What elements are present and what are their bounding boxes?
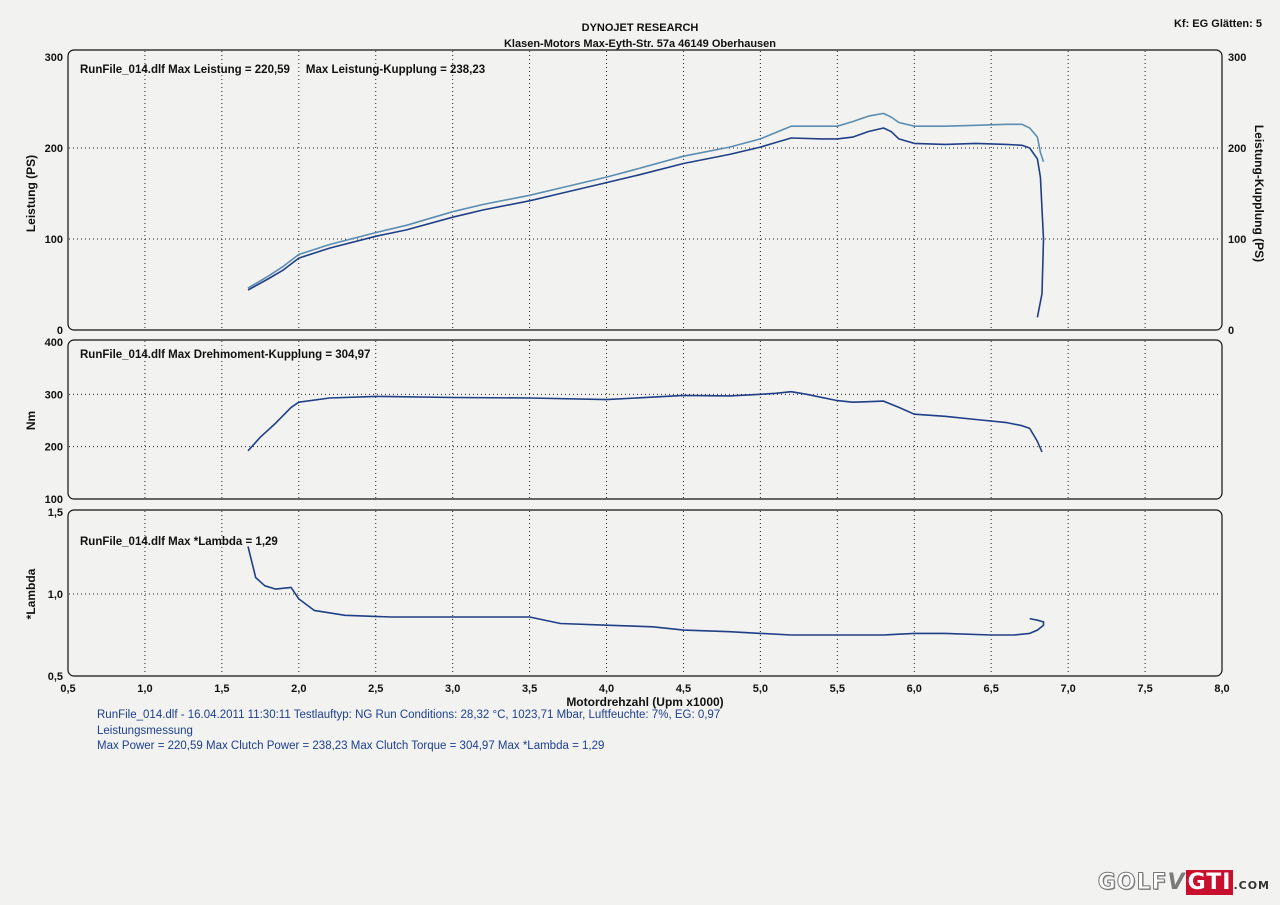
ytick-label: 400 xyxy=(45,337,63,349)
panel-frame-0 xyxy=(67,49,1223,331)
logo-com: .COM xyxy=(1233,879,1270,892)
ytick-label: 300 xyxy=(45,389,63,401)
ytick-label-right: 300 xyxy=(1228,52,1246,64)
ytick-label: 200 xyxy=(45,442,63,454)
ytick-label: 1,5 xyxy=(48,507,63,519)
logo-golf: GOLF xyxy=(1097,870,1168,896)
report-address: Klasen-Motors Max-Eyth-Str. 57a 46149 Ob… xyxy=(503,38,777,50)
xtick-label: 1,5 xyxy=(214,683,229,695)
xtick-label: 5,0 xyxy=(753,683,768,695)
ytick-label: 200 xyxy=(45,143,63,155)
ytick-label: 0 xyxy=(57,325,63,337)
xtick-label: 4,0 xyxy=(599,683,614,695)
ytick-label-right: 100 xyxy=(1228,234,1246,246)
logo-gti: GTI xyxy=(1185,870,1234,895)
ytick-label: 100 xyxy=(45,234,63,246)
panel-annotation: RunFile_014.dlf Max *Lambda = 1,29 xyxy=(80,536,278,548)
y-axis-label: Leistung (PS) xyxy=(24,155,38,232)
xtick-label: 6,5 xyxy=(984,683,999,695)
report-title: DYNOJET RESEARCH xyxy=(581,22,699,34)
xtick-label: 7,0 xyxy=(1060,683,1075,695)
ytick-label: 1,0 xyxy=(48,589,63,601)
xtick-label: 1,0 xyxy=(137,683,152,695)
run-info-line: RunFile_014.dlf - 16.04.2011 11:30:11 Te… xyxy=(97,709,721,721)
ytick-label: 300 xyxy=(45,52,63,64)
ytick-label-right: 200 xyxy=(1228,143,1246,155)
panel-frame-1 xyxy=(67,339,1223,500)
series-line-2-0 xyxy=(247,546,1045,636)
settings-label: Kf: EG Glätten: 5 xyxy=(1173,18,1262,30)
xtick-label: 7,5 xyxy=(1137,683,1152,695)
xtick-label: 2,0 xyxy=(291,683,306,695)
series-line-0-0 xyxy=(247,127,1045,318)
xtick-label: 0,5 xyxy=(60,683,75,695)
x-axis-label: Motordrehzahl (Upm x1000) xyxy=(566,695,723,709)
ytick-label: 0,5 xyxy=(48,671,63,683)
ytick-label: 100 xyxy=(45,494,63,506)
xtick-label: 6,0 xyxy=(907,683,922,695)
panel-annotation: RunFile_014.dlf Max Leistung = 220,59 Ma… xyxy=(80,64,485,76)
measurement-type: Leistungsmessung xyxy=(97,725,193,737)
xtick-label: 5,5 xyxy=(830,683,845,695)
ytick-label-right: 0 xyxy=(1228,325,1234,337)
series-line-0-1 xyxy=(247,112,1045,289)
y-axis-label: *Lambda xyxy=(24,568,38,619)
xtick-label: 4,5 xyxy=(676,683,691,695)
y-axis-label-right: Leistung-Kupplung (PS) xyxy=(1252,125,1266,262)
panel-frame-2 xyxy=(67,509,1223,677)
panel-annotation: RunFile_014.dlf Max Drehmoment-Kupplung … xyxy=(80,349,370,361)
max-values-line: Max Power = 220,59 Max Clutch Power = 23… xyxy=(97,740,605,752)
site-logo: GOLFVGTI .COM xyxy=(1097,870,1270,896)
xtick-label: 3,5 xyxy=(522,683,537,695)
logo-v: V xyxy=(1167,870,1186,895)
xtick-label: 2,5 xyxy=(368,683,383,695)
xtick-label: 3,0 xyxy=(445,683,460,695)
xtick-label: 8,0 xyxy=(1214,683,1229,695)
series-line-1-0 xyxy=(247,390,1043,453)
y-axis-label: Nm xyxy=(24,411,38,430)
